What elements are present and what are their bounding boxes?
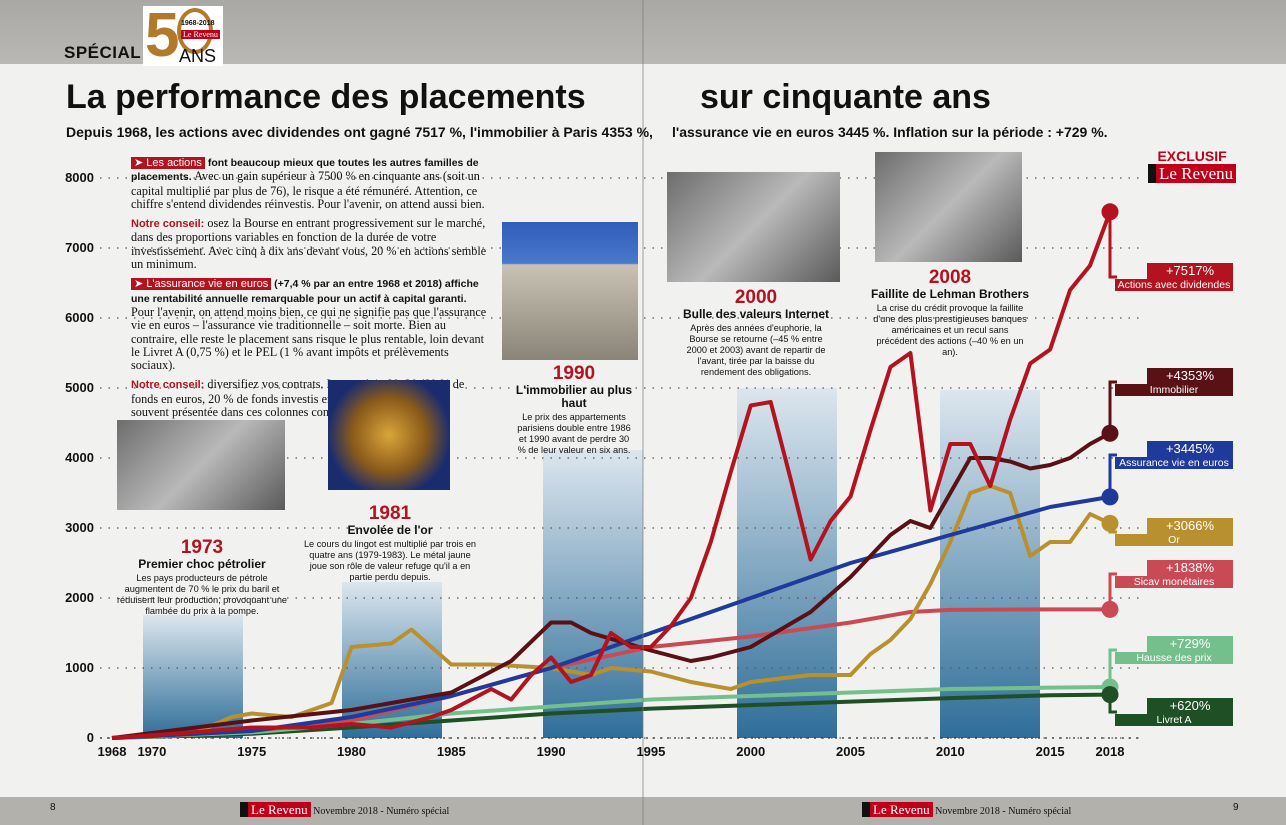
photo-2008-lehman xyxy=(875,152,1022,262)
photo-2000-traders xyxy=(667,172,840,282)
footer-left: Le Revenu Novembre 2018 - Numéro spécial xyxy=(240,802,449,818)
page-number-right: 9 xyxy=(1233,802,1239,813)
series-gain: +3066% xyxy=(1147,518,1233,534)
series-line-livret-a xyxy=(111,692,1111,740)
x-tick-label: 1985 xyxy=(436,744,466,759)
y-tick-label: 1000 xyxy=(65,660,94,675)
series-gain: +729% xyxy=(1147,636,1233,652)
page-title-right: sur cinquante ans xyxy=(700,78,991,116)
subtitle-right: l'assurance vie en euros 3445 %. Inflati… xyxy=(672,124,1108,140)
y-tick-label: 4000 xyxy=(65,450,94,465)
exclusive-badge: EXCLUSIF Le Revenu xyxy=(1148,148,1237,184)
y-tick-label: 3000 xyxy=(65,520,94,535)
series-end-label: +3445% Assurance vie en euros xyxy=(1115,441,1233,469)
series-name: Actions avec dividendes xyxy=(1115,279,1233,291)
footer-band xyxy=(0,797,1286,825)
series-name: Assurance vie en euros xyxy=(1115,457,1233,469)
series-end-label: +3066% Or xyxy=(1115,518,1233,546)
x-tick-label: 1968 xyxy=(97,744,127,759)
event-1981: 1981 Envolée de l'or Le cours du lingot es… xyxy=(303,503,477,583)
label-connector xyxy=(1108,211,1117,279)
series-line-sicav-mon-taires xyxy=(111,607,1110,740)
series-end-marker xyxy=(1101,514,1119,532)
subtitle-left: Depuis 1968, les actions avec dividendes… xyxy=(66,124,653,140)
photo-1973-gas-station xyxy=(117,420,285,510)
series-end-label: +1838% Sicav monétaires xyxy=(1115,560,1233,588)
event-column xyxy=(737,388,837,738)
x-tick-label: 1975 xyxy=(237,744,267,759)
series-gain: +620% xyxy=(1147,698,1233,714)
anniversary-logo: 5 1968-2018 Le Revenu ANS xyxy=(143,1,223,70)
series-name: Hausse des prix xyxy=(1115,652,1233,664)
y-tick-label: 8000 xyxy=(65,170,94,185)
event-1990: 1990 L'immobilier au plus haut Le prix des… xyxy=(515,363,633,456)
x-tick-label: 2000 xyxy=(736,744,766,759)
footer-right: Le Revenu Novembre 2018 - Numéro spécial xyxy=(862,802,1071,818)
event-1973: 1973 Premier choc pétrolier Les pays produ… xyxy=(116,537,288,617)
page-title-left: La performance des placements xyxy=(66,78,586,116)
series-name: Immobilier xyxy=(1115,384,1233,396)
series-end-label: +729% Hausse des prix xyxy=(1115,636,1233,664)
series-line-immobilier xyxy=(111,431,1111,740)
series-end-label: +620% Livret A xyxy=(1115,698,1233,726)
series-end-label: +4353% Immobilier xyxy=(1115,368,1233,396)
label-connector xyxy=(1108,648,1117,687)
series-line-actions-avec-dividendes xyxy=(111,211,1112,740)
x-tick-label: 1995 xyxy=(636,744,666,759)
event-2008: 2008 Faillite de Lehman Brothers La crise … xyxy=(870,267,1030,358)
photo-1990-building xyxy=(502,222,638,360)
series-end-marker xyxy=(1101,424,1119,442)
series-end-marker xyxy=(1101,686,1119,704)
photo-1981-gold-bars xyxy=(328,380,450,490)
y-tick-label: 0 xyxy=(86,730,94,745)
y-tick-label: 2000 xyxy=(65,590,94,605)
series-gain: +3445% xyxy=(1147,441,1233,457)
series-gain: +4353% xyxy=(1147,368,1233,384)
series-line-assurance-vie-en-euros xyxy=(111,494,1111,740)
x-tick-label: 1990 xyxy=(536,744,566,759)
x-tick-label: 1980 xyxy=(337,744,366,759)
x-tick-label: 2018 xyxy=(1095,744,1125,759)
y-tick-label: 6000 xyxy=(65,310,94,325)
x-tick-label: 2015 xyxy=(1035,744,1065,759)
series-gain: +1838% xyxy=(1147,560,1233,576)
x-tick-label: 2010 xyxy=(935,744,965,759)
series-name: Sicav monétaires xyxy=(1115,576,1233,588)
label-connector xyxy=(1108,380,1117,434)
label-connector xyxy=(1108,453,1117,497)
page-number-left: 8 xyxy=(50,802,56,813)
event-column xyxy=(543,450,643,738)
y-tick-label: 5000 xyxy=(65,380,94,395)
section-label: SPÉCIAL xyxy=(64,43,142,62)
page-spine xyxy=(642,0,644,825)
x-tick-label: 2005 xyxy=(836,744,865,759)
series-line-or xyxy=(111,484,1111,740)
series-name: Livret A xyxy=(1115,714,1233,726)
x-tick-label: 1970 xyxy=(137,744,167,759)
y-tick-label: 7000 xyxy=(65,240,94,255)
series-end-marker xyxy=(1101,488,1119,506)
event-2000: 2000 Bulle des valeurs Internet Après des … xyxy=(682,287,830,378)
series-end-marker xyxy=(1101,600,1119,618)
event-column xyxy=(940,390,1040,738)
series-end-label: +7517% Actions avec dividendes xyxy=(1115,263,1233,291)
series-end-marker xyxy=(1101,203,1119,221)
label-connector xyxy=(1108,572,1117,610)
series-gain: +7517% xyxy=(1147,263,1233,279)
series-name: Or xyxy=(1115,534,1233,546)
